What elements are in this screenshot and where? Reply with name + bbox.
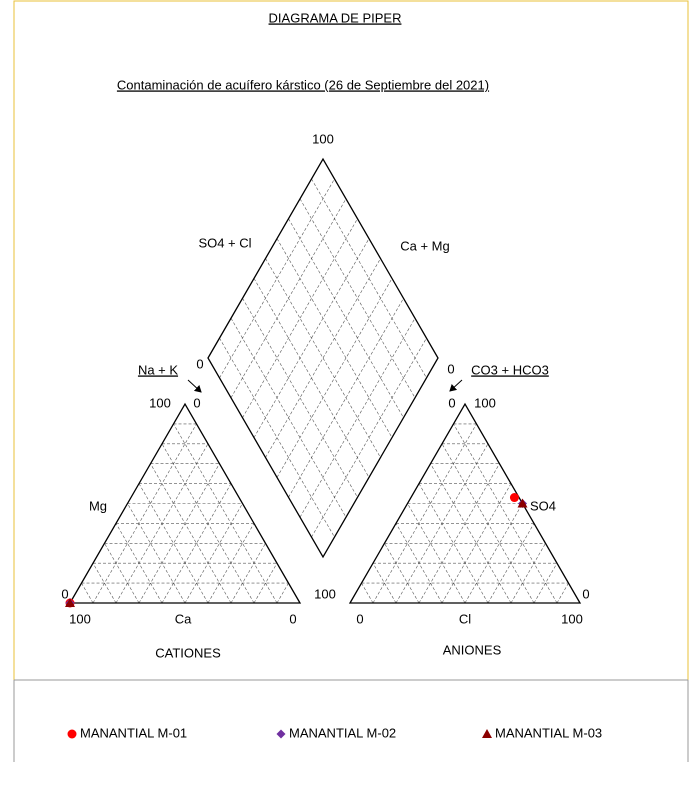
label: Contaminación de acuífero kárstico (26 d… — [117, 77, 489, 92]
grid-line — [104, 543, 140, 604]
grid-line — [276, 278, 393, 478]
grid-line — [138, 483, 209, 604]
grid-line — [265, 258, 381, 458]
label: CATIONES — [155, 645, 221, 660]
grid-line — [230, 198, 347, 398]
label: Mg — [89, 498, 107, 513]
grid-line — [441, 443, 535, 604]
grid-line — [372, 423, 477, 604]
grid-line — [219, 337, 335, 538]
grid-line — [92, 423, 197, 604]
label: CO3 + HCO3 — [471, 362, 549, 377]
grid-line — [288, 218, 404, 418]
legend-label: MANANTIAL M-02 — [289, 725, 396, 740]
grid-line — [138, 463, 220, 604]
grid-line — [311, 178, 427, 379]
diamond — [207, 157, 439, 559]
grid-line — [184, 503, 243, 604]
point — [517, 498, 528, 508]
grid-line — [161, 483, 232, 604]
label: ANIONES — [443, 642, 502, 657]
grid-line — [299, 198, 416, 398]
grid-line — [161, 443, 255, 604]
legend-marker — [276, 729, 286, 739]
label: 0 — [356, 611, 363, 626]
grid-line — [265, 258, 381, 458]
arrow — [449, 379, 463, 392]
frame — [13, 0, 689, 681]
label: DIAGRAMA DE PIPER — [269, 10, 402, 25]
label: 100 — [149, 395, 171, 410]
grid-line — [510, 543, 546, 604]
grid-line — [127, 503, 186, 604]
label: SO4 + Cl — [198, 235, 251, 250]
grid-line — [253, 278, 370, 478]
label: Cl — [459, 611, 471, 626]
label: 100 — [312, 131, 334, 146]
label: 0 — [448, 395, 455, 410]
grid-line — [115, 443, 209, 604]
legend-label: MANANTIAL M-01 — [80, 725, 187, 740]
label: 0 — [61, 586, 68, 601]
grid-line — [253, 238, 370, 438]
grid-line — [150, 463, 232, 604]
point — [65, 598, 75, 607]
grid-line — [418, 483, 489, 604]
grid-line — [556, 582, 569, 604]
label: 100 — [474, 395, 496, 410]
label: 100 — [314, 586, 336, 601]
arrow — [187, 379, 202, 393]
grid-line — [464, 503, 523, 604]
label: 0 — [582, 586, 589, 601]
label: 0 — [196, 356, 203, 371]
grid-line — [299, 318, 416, 518]
grid-line — [453, 423, 558, 604]
grid-line — [361, 582, 374, 604]
label: 0 — [447, 361, 454, 376]
grid-line — [430, 463, 512, 604]
grid-line — [311, 337, 427, 538]
label: Ca + Mg — [400, 238, 450, 253]
label: 0 — [289, 611, 296, 626]
grid-line — [219, 178, 335, 379]
grid-line — [173, 423, 278, 604]
point — [509, 493, 519, 503]
label: Ca — [175, 611, 192, 626]
grid-line — [418, 463, 500, 604]
grid-line — [230, 543, 266, 604]
grid-line — [242, 298, 358, 498]
grid-line — [407, 503, 466, 604]
grid-line — [276, 582, 289, 604]
triangle — [68, 402, 302, 604]
legend-frame — [13, 679, 689, 762]
grid-line — [242, 218, 358, 418]
grid-line — [276, 238, 393, 438]
label: Na + K — [138, 362, 178, 377]
grid-line — [395, 443, 489, 604]
grid-line — [230, 318, 347, 518]
legend-label: MANANTIAL M-03 — [495, 725, 602, 740]
label: 100 — [69, 611, 91, 626]
grid-line — [384, 543, 420, 604]
grid-line — [288, 298, 404, 498]
grid-line — [441, 483, 512, 604]
label: 0 — [193, 395, 200, 410]
label: 100 — [561, 611, 583, 626]
label: SO4 — [530, 498, 556, 513]
legend-marker — [67, 729, 77, 739]
grid-line — [81, 582, 94, 604]
legend-marker — [482, 729, 492, 738]
